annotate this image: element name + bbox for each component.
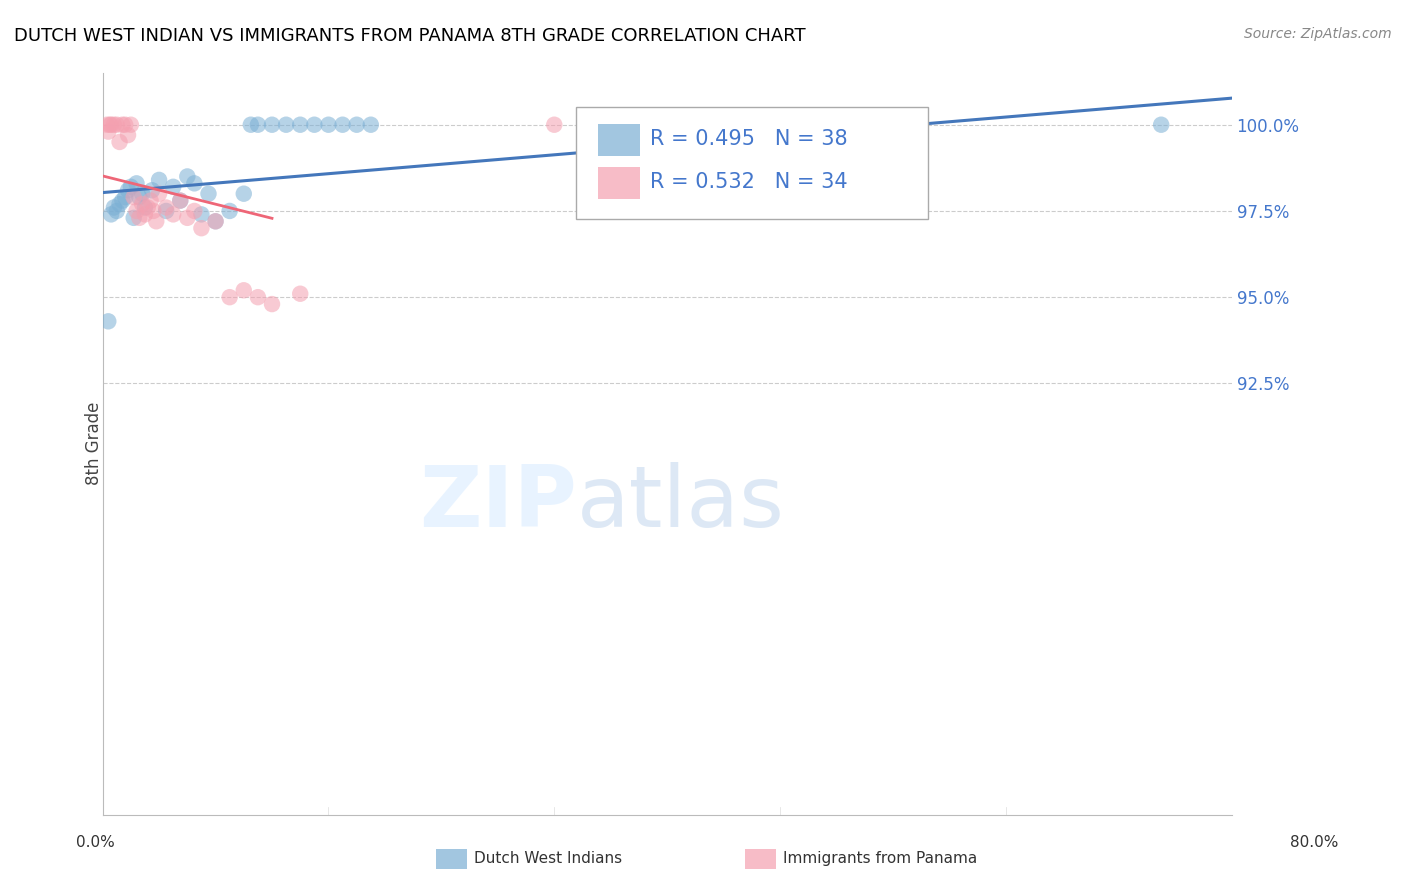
Point [117,128,139,142]
Point [148,173,170,187]
Point [98,118,121,132]
Point [100,207,122,221]
Y-axis label: 8th Grade: 8th Grade [86,402,103,485]
Text: R = 0.495   N = 38: R = 0.495 N = 38 [650,129,848,149]
Point [155,201,177,215]
Point [97,125,120,139]
Point [100,118,122,132]
Point [204,214,226,228]
Point [148,186,170,201]
Point [332,118,354,132]
Text: R = 0.532   N = 34: R = 0.532 N = 34 [650,172,848,192]
Point [125,203,148,218]
Point [122,190,145,204]
Point [136,201,159,215]
Text: DUTCH WEST INDIAN VS IMMIGRANTS FROM PANAMA 8TH GRADE CORRELATION CHART: DUTCH WEST INDIAN VS IMMIGRANTS FROM PAN… [14,27,806,45]
Point [246,118,269,132]
Point [162,179,184,194]
Point [134,207,156,221]
Point [128,190,150,204]
Point [111,194,134,208]
Point [218,290,240,304]
Point [108,135,131,149]
Point [169,194,191,208]
Point [176,169,198,184]
Point [360,118,382,132]
Point [103,201,125,215]
Point [1150,118,1173,132]
Point [218,203,240,218]
Point [318,118,340,132]
Point [134,201,156,215]
Point [114,118,136,132]
Point [103,118,125,132]
Text: Immigrants from Panama: Immigrants from Panama [783,852,977,866]
Text: 0.0%: 0.0% [76,836,115,850]
Point [190,207,212,221]
Point [131,186,153,201]
Point [114,190,136,204]
Point [131,197,153,211]
Point [141,183,163,197]
Point [274,118,297,132]
Point [183,177,205,191]
Point [111,118,134,132]
Point [239,118,262,132]
Point [125,177,148,191]
Point [120,179,142,194]
Point [246,290,269,304]
Point [139,194,162,208]
Point [232,186,254,201]
Point [169,194,191,208]
Text: Source: ZipAtlas.com: Source: ZipAtlas.com [1244,27,1392,41]
Point [122,211,145,225]
Point [197,186,219,201]
Text: atlas: atlas [576,461,785,545]
Point [117,183,139,197]
Point [260,297,283,311]
Point [183,203,205,218]
Point [204,214,226,228]
Point [120,118,142,132]
Point [155,203,177,218]
Point [97,314,120,328]
Point [176,211,198,225]
Point [346,118,368,132]
Point [290,118,312,132]
Point [105,203,128,218]
Point [190,221,212,235]
Point [304,118,326,132]
Point [543,118,565,132]
Text: Dutch West Indians: Dutch West Indians [474,852,621,866]
Text: 80.0%: 80.0% [1291,836,1339,850]
Point [108,197,131,211]
Point [142,203,165,218]
Point [96,118,118,132]
Point [260,118,283,132]
Point [128,211,150,225]
Point [145,214,167,228]
Point [105,118,128,132]
Point [868,201,890,215]
Point [290,286,312,301]
Point [162,207,184,221]
Point [232,283,254,297]
Text: ZIP: ZIP [419,461,576,545]
